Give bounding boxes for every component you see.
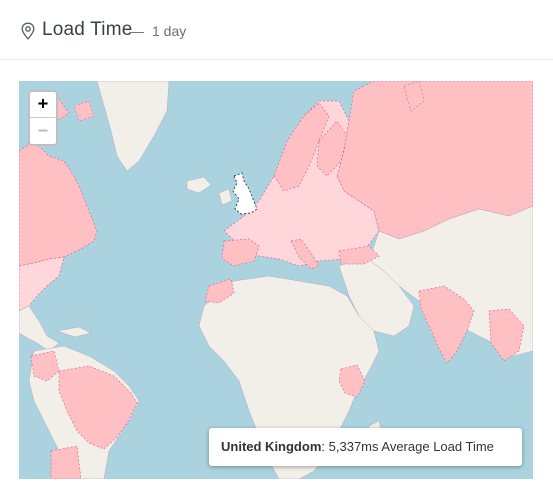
world-map[interactable]: + − United Kingdom: 5,337ms Average Load…	[19, 81, 533, 479]
land-middle-east	[338, 255, 415, 337]
land-central-america	[19, 305, 60, 352]
zoom-out-button[interactable]: −	[37, 121, 49, 141]
land-se-asia	[488, 308, 525, 362]
country-colombia	[30, 350, 60, 382]
country-kenya	[338, 364, 366, 398]
land-iceland	[186, 176, 212, 194]
country-turkey	[338, 245, 380, 265]
map-tooltip: United Kingdom: 5,337ms Average Load Tim…	[209, 428, 522, 466]
country-argentina	[50, 445, 82, 479]
map-pin-icon	[21, 22, 35, 40]
tooltip-colon: :	[321, 439, 326, 454]
header-divider	[0, 59, 553, 60]
land-greenland	[96, 81, 170, 172]
country-finland	[316, 120, 348, 177]
country-spain	[221, 238, 260, 267]
country-brazil[interactable]	[58, 365, 138, 450]
country-italy	[290, 238, 320, 270]
country-united-kingdom[interactable]	[232, 172, 258, 215]
land-novaya-zemlya	[403, 81, 425, 112]
country-norway-sweden	[273, 102, 330, 192]
time-range-label: 1 day	[152, 23, 187, 39]
country-morocco	[204, 278, 235, 304]
tooltip-value: 5,337ms Average Load Time	[328, 439, 494, 454]
country-ireland	[218, 188, 233, 206]
land-caribbean	[56, 326, 92, 338]
title-separator: —	[130, 23, 144, 39]
zoom-control: + −	[28, 90, 58, 146]
tooltip-country: United Kingdom	[221, 439, 322, 454]
map-canvas[interactable]	[19, 81, 533, 479]
widget-title: Load Time	[42, 19, 133, 40]
zoom-in-button[interactable]: +	[30, 92, 56, 118]
country-india[interactable]	[418, 285, 475, 364]
widget-header: Load Time — 1 day	[0, 0, 553, 60]
country-canada[interactable]	[19, 140, 98, 267]
